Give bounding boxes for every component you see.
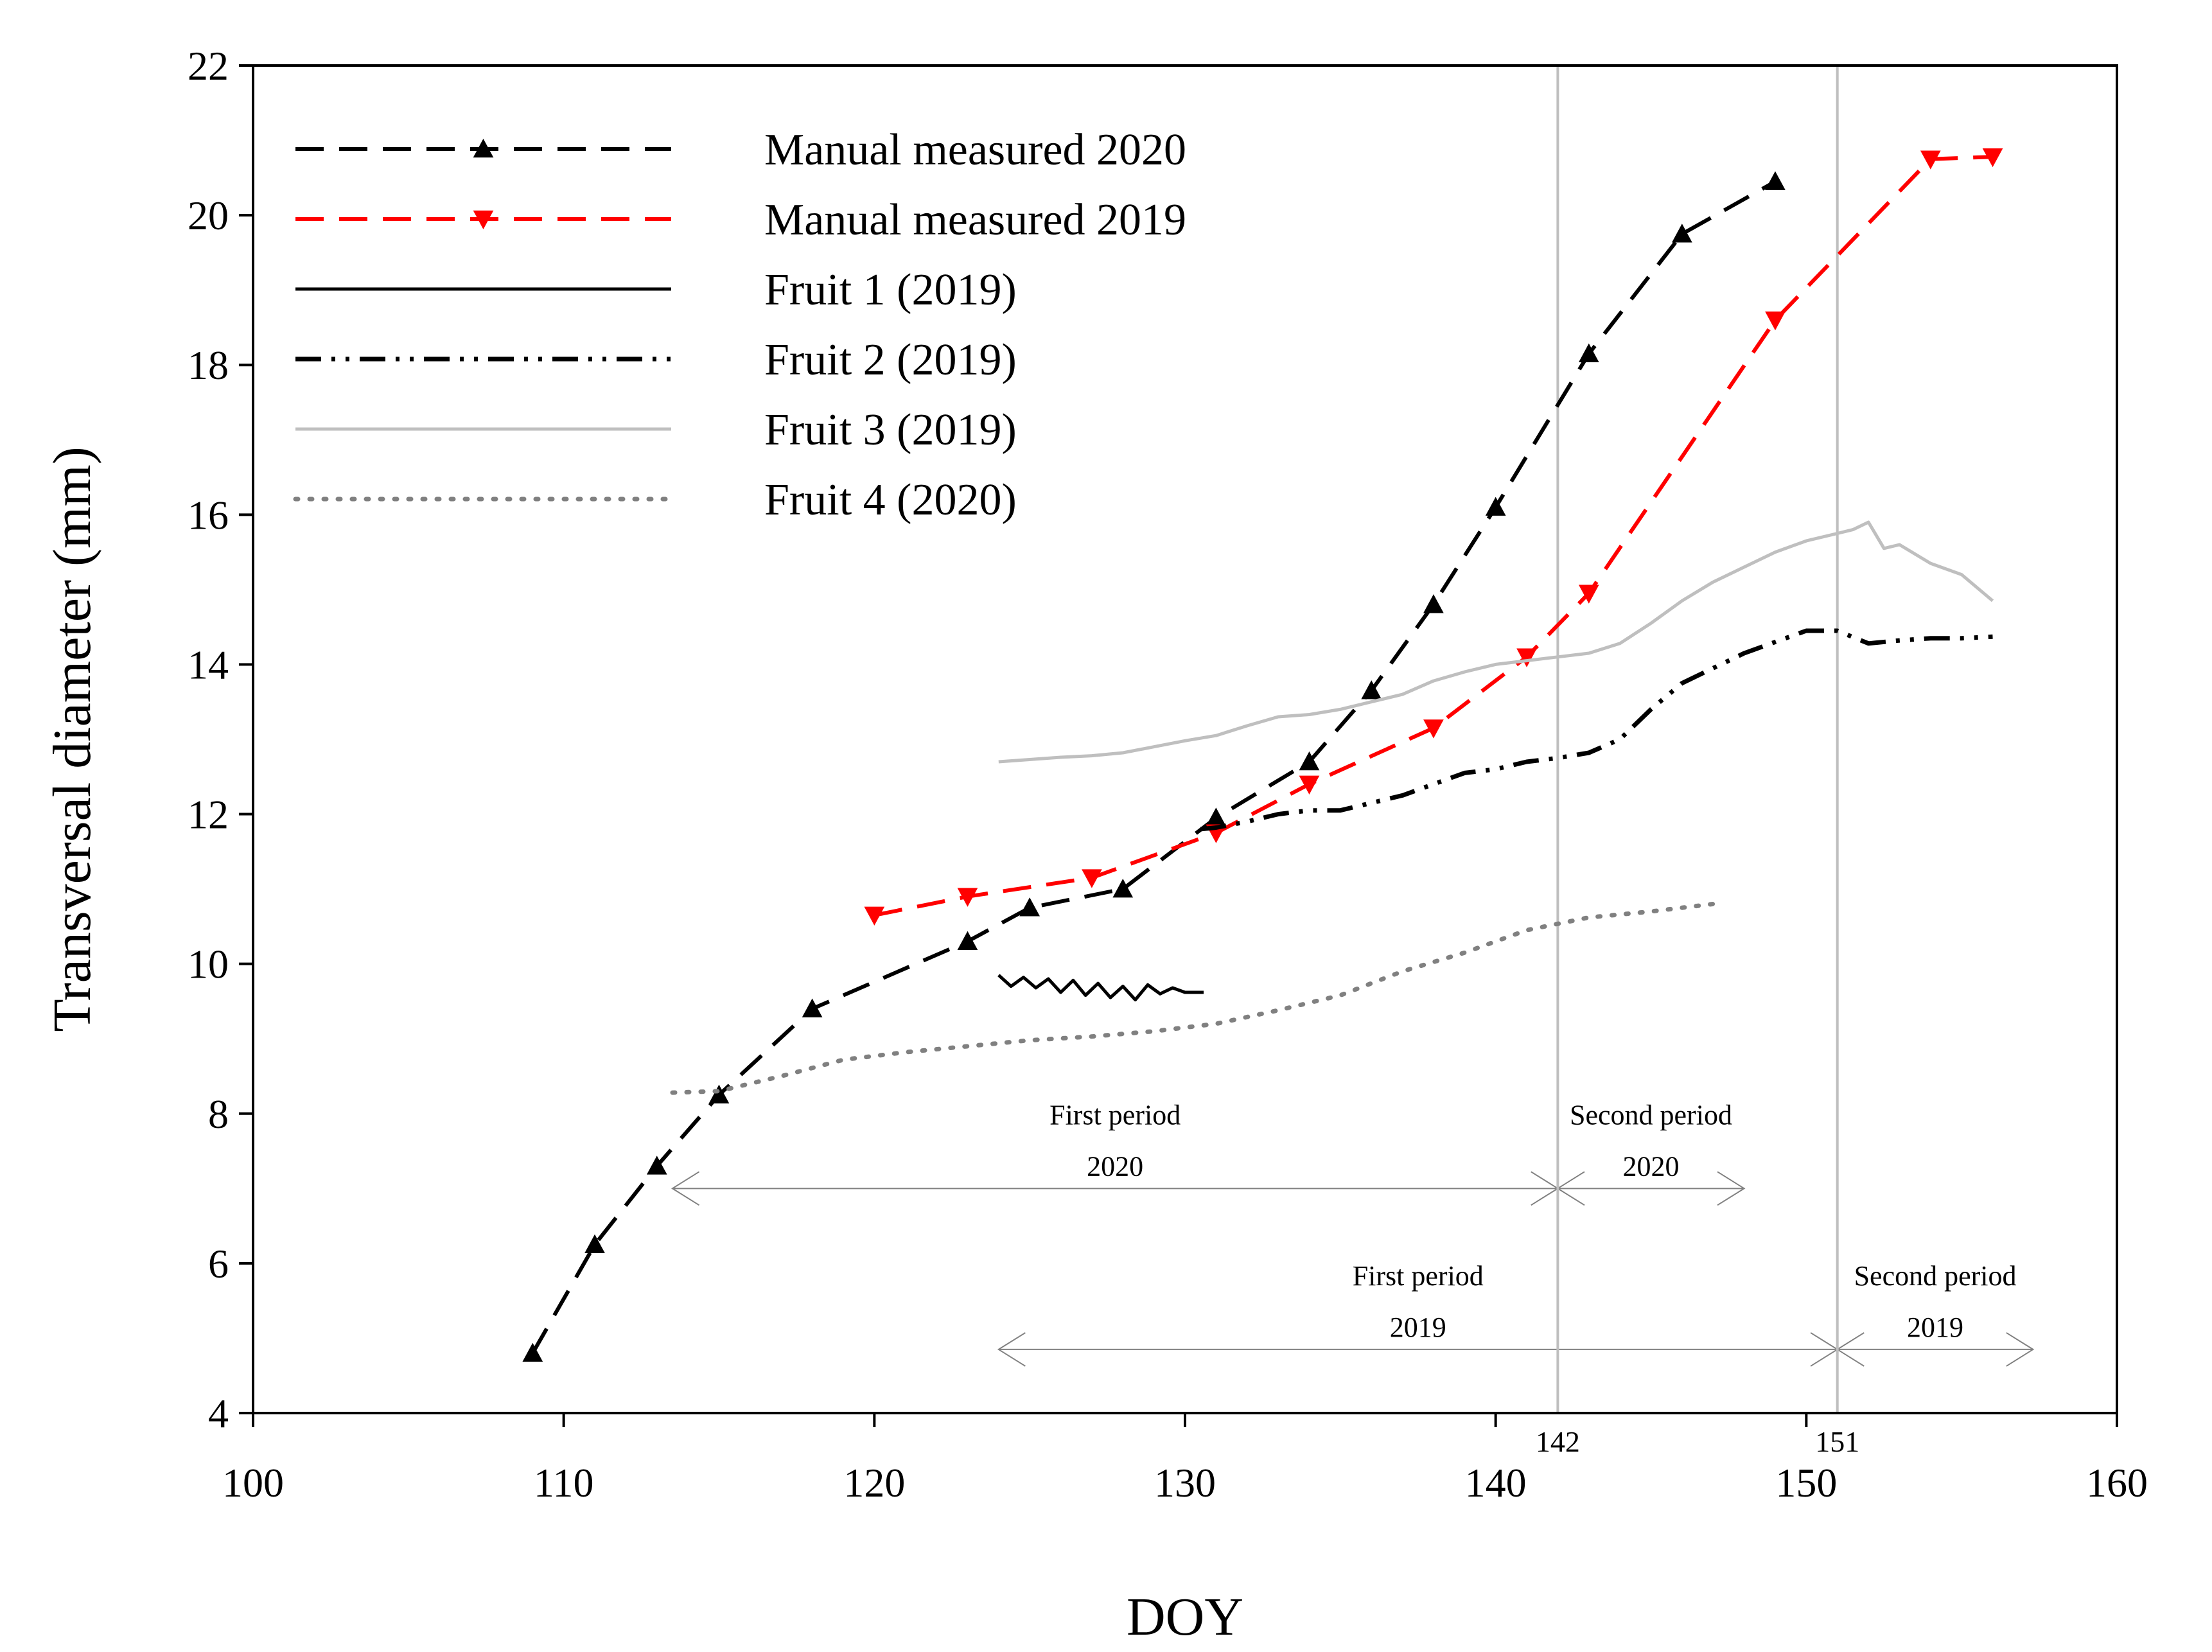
legend-label: Manual measured 2020 xyxy=(764,125,1186,175)
period-annotation: Second period 2020 xyxy=(1556,1099,1746,1206)
series-4 xyxy=(1200,628,1993,832)
period-annotation: First period 2020 xyxy=(671,1099,1559,1206)
legend-label: Fruit 3 (2019) xyxy=(764,405,1017,455)
y-tick-label: 16 xyxy=(188,492,229,538)
legend-item: Fruit 1 (2019) xyxy=(295,265,1017,315)
period-arrow-head-left xyxy=(997,1332,1026,1367)
y-axis-title: Transversal diameter (mm) xyxy=(42,446,102,1032)
data-point-marker xyxy=(708,1084,730,1103)
x-tick-label: 110 xyxy=(534,1460,594,1506)
period-year: 2020 xyxy=(1623,1150,1680,1182)
data-point-marker xyxy=(802,998,823,1017)
axes: 100 110 120 130 140 150 160 4 6 8 10 12 14 16 18 20 22 xyxy=(188,43,2148,1506)
data-point-marker xyxy=(1423,719,1444,739)
period-year: 2019 xyxy=(1907,1312,1963,1343)
y-tick-label: 22 xyxy=(188,43,229,89)
x-axis-title: DOY xyxy=(1127,1587,1243,1647)
data-point-marker xyxy=(646,1156,667,1175)
data-point-marker xyxy=(957,931,978,950)
period-label: Second period xyxy=(1570,1099,1732,1130)
period-arrow-head-right xyxy=(2006,1332,2035,1367)
data-point-marker xyxy=(1423,594,1444,613)
period-arrow-head-left xyxy=(671,1171,700,1206)
series-3 xyxy=(997,974,1204,1002)
series-line xyxy=(1200,628,1993,832)
series-5 xyxy=(998,520,1994,764)
legend-label: Fruit 1 (2019) xyxy=(764,265,1017,315)
legend-item: Manual measured 2020 xyxy=(295,125,1186,175)
vertical-reference-lines: 142 151 xyxy=(1536,66,1859,1458)
vertical-line-label: 151 xyxy=(1815,1425,1859,1458)
data-point-marker xyxy=(1299,751,1320,771)
series-1 xyxy=(522,171,1786,1362)
x-tick-label: 100 xyxy=(222,1460,284,1506)
y-tick-label: 14 xyxy=(188,642,229,687)
data-series xyxy=(522,148,2003,1362)
data-point-marker xyxy=(1765,312,1786,331)
period-arrow-head-right xyxy=(1717,1171,1746,1206)
y-tick-label: 18 xyxy=(188,342,229,388)
legend-item: Fruit 3 (2019) xyxy=(295,405,1017,455)
data-point-marker xyxy=(1361,680,1382,699)
data-point-marker xyxy=(1578,584,1599,604)
data-point-marker xyxy=(1920,150,1941,170)
data-point-marker xyxy=(1672,224,1692,243)
legend: Manual measured 2020 Manual measured 2019… xyxy=(293,125,1186,525)
y-tick-label: 12 xyxy=(188,792,229,838)
series-2 xyxy=(864,148,2003,926)
data-point-marker xyxy=(1578,343,1599,362)
vertical-line-label: 142 xyxy=(1536,1425,1580,1458)
series-line xyxy=(531,180,1777,1355)
period-label: Second period xyxy=(1854,1260,2017,1292)
x-tick-label: 140 xyxy=(1465,1460,1527,1506)
legend-label: Manual measured 2019 xyxy=(764,195,1186,245)
legend-item: Fruit 4 (2020) xyxy=(293,475,1017,525)
data-point-marker xyxy=(522,1342,543,1362)
x-tick-label: 120 xyxy=(843,1460,905,1506)
legend-marker xyxy=(473,210,494,230)
period-year: 2020 xyxy=(1087,1150,1143,1182)
period-annotation: First period 2019 xyxy=(997,1260,1839,1367)
data-point-marker xyxy=(1485,496,1506,516)
y-tick-label: 20 xyxy=(188,193,229,238)
data-point-marker xyxy=(1112,879,1134,898)
legend-item: Manual measured 2019 xyxy=(295,195,1186,245)
legend-label: Fruit 4 (2020) xyxy=(764,475,1017,525)
legend-marker xyxy=(473,138,494,158)
series-line xyxy=(998,520,1994,764)
data-point-marker xyxy=(957,888,978,907)
period-label: First period xyxy=(1049,1099,1181,1130)
period-annotation: Second period 2019 xyxy=(1836,1260,2035,1367)
data-point-marker xyxy=(1082,869,1102,888)
series-line xyxy=(997,974,1204,1002)
data-point-marker xyxy=(864,906,885,926)
y-tick-label: 8 xyxy=(208,1091,229,1137)
data-point-marker xyxy=(1516,648,1537,667)
y-tick-label: 4 xyxy=(208,1391,229,1436)
data-point-marker xyxy=(1019,897,1040,917)
x-tick-label: 160 xyxy=(2086,1460,2148,1506)
period-label: First period xyxy=(1353,1260,1484,1292)
data-point-marker xyxy=(1982,148,2003,168)
legend-label: Fruit 2 (2019) xyxy=(764,335,1017,385)
data-point-marker xyxy=(1765,171,1786,190)
x-tick-label: 150 xyxy=(1775,1460,1837,1506)
y-tick-label: 6 xyxy=(208,1241,229,1287)
legend-item: Fruit 2 (2019) xyxy=(295,335,1017,385)
x-tick-label: 130 xyxy=(1154,1460,1216,1506)
data-point-marker xyxy=(1299,775,1320,795)
y-tick-label: 10 xyxy=(188,942,229,987)
data-point-marker xyxy=(584,1234,605,1253)
period-year: 2019 xyxy=(1390,1312,1446,1343)
